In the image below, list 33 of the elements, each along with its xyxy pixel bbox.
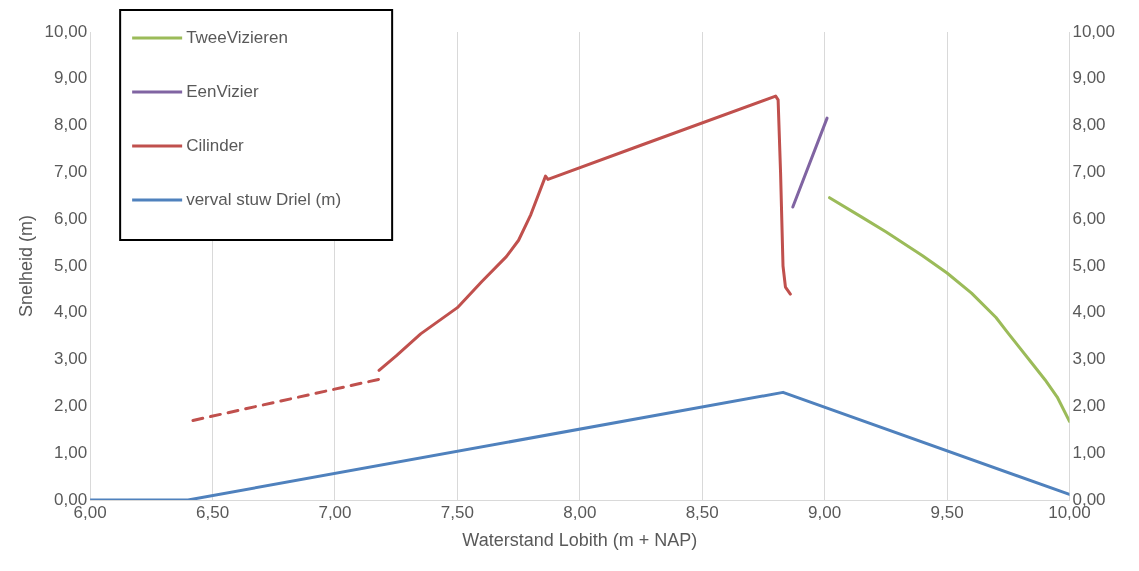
y-tick-label: 7,00 [54,162,88,182]
x-tick-label: 7,00 [318,502,352,522]
y2-tick-label: 4,00 [1072,302,1106,322]
y2-tick-label: 2,00 [1072,396,1106,416]
y-tick-label: 2,00 [54,396,88,416]
x-tick-label: 9,00 [808,502,842,522]
y-tick-label: 9,00 [54,68,88,88]
y2-tick-label: 3,00 [1072,349,1106,369]
x-tick-label: 6,50 [196,502,230,522]
x-tick-label: 8,00 [563,502,597,522]
y-tick-label: 10,00 [44,21,88,41]
y-tick-label: 6,00 [54,208,88,228]
y2-tick-label: 5,00 [1072,255,1106,275]
y2-tick-label: 9,00 [1072,68,1106,88]
y-tick-label: 1,00 [54,442,88,462]
x-tick-label: 7,50 [440,502,474,522]
y-axis-title: Snelheid (m) [15,214,36,318]
y-tick-label: 4,00 [54,302,88,322]
legend-label: EenVizier [186,81,259,101]
y2-tick-label: 1,00 [1072,442,1106,462]
y2-tick-label: 7,00 [1072,162,1106,182]
y-tick-label: 8,00 [54,115,88,135]
x-axis-title: Waterstand Lobith (m + NAP) [462,530,698,551]
legend-label: verval stuw Driel (m) [186,189,342,209]
x-tick-label: 9,50 [930,502,964,522]
y2-tick-label: 8,00 [1072,115,1106,135]
y-tick-label: 5,00 [54,255,88,275]
x-tick-label: 8,50 [685,502,719,522]
y2-tick-label: 6,00 [1072,208,1106,228]
y-tick-label: 3,00 [54,349,88,369]
legend-label: TweeVizieren [186,27,288,47]
y2-tick-label: 10,00 [1072,21,1116,41]
legend-label: Cilinder [186,135,245,155]
